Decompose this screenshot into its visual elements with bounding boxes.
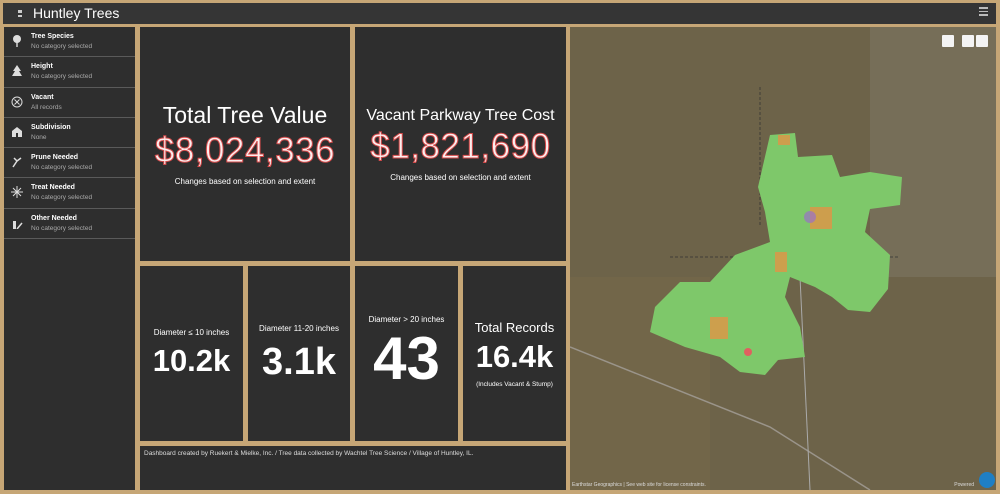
indicator-title: Diameter > 20 inches [368,314,445,324]
indicator-tile: Diameter ≤ 10 inches 10.2k [140,266,243,441]
filter-icon [12,157,22,168]
filter-icon [11,186,23,199]
indicator-tile: Total Records 16.4k (Includes Vacant & S… [463,266,566,441]
logo-icon [18,10,22,17]
indicator-value: 16.4k [475,338,554,374]
filter-title: Subdivision [31,123,71,131]
indicator-subtitle: Changes based on selection and extent [174,177,316,186]
filter-icon [13,35,21,47]
filter-item[interactable]: Other Needed No category selected [4,209,135,240]
filter-title: Prune Needed [31,154,79,162]
indicator-value: $8,024,336 [154,131,336,171]
filter-item[interactable]: Prune Needed No category selected [4,148,135,179]
filter-subtitle: No category selected [31,224,93,232]
filter-icon [13,220,23,229]
filter-title: Treat Needed [31,184,75,192]
filter-subtitle: No category selected [31,73,93,81]
indicator-tile: Total Tree Value $8,024,336 Changes base… [140,27,350,261]
filter-item[interactable]: Treat Needed No category selected [4,178,135,209]
filter-subtitle: No category selected [31,43,93,50]
indicator-title: Diameter ≤ 10 inches [153,328,230,337]
footer-text: Dashboard created by Ruekert & Mielke, I… [144,450,474,457]
indicator-title: Total Records [474,319,555,335]
filter-icon [11,96,23,108]
indicator-title: Diameter 11-20 inches [259,324,339,333]
filter-item[interactable]: Subdivision None [4,118,135,149]
filter-subtitle: No category selected [31,164,93,172]
filter-subtitle: No category selected [31,194,93,202]
filter-item[interactable]: Height No category selected [4,57,135,88]
indicator-value: 43 [373,324,440,392]
filter-icon [12,126,22,137]
map[interactable]: Earthstar Geographics | See web site for… [570,27,996,490]
filter-title: Vacant [31,93,54,101]
indicator-tile: Diameter > 20 inches 43 [355,266,458,441]
filter-panel: Tree Species No category selected Height No… [4,27,135,490]
filter-title: Tree Species [31,33,74,40]
filter-item[interactable]: Tree Species No category selected [4,27,135,58]
map-attribution: Earthstar Geographics | See web site for… [572,482,706,488]
filter-icon [12,65,22,77]
filter-title: Other Needed [31,214,77,222]
filter-item[interactable]: Vacant All records [4,88,135,118]
indicator-value: 10.2k [152,343,231,378]
indicator-tile: Diameter 11-20 inches 3.1k [248,266,350,441]
indicator-subtitle: Changes based on selection and extent [390,172,531,182]
indicator-title: Total Tree Value [162,102,328,128]
indicator-tile: Vacant Parkway Tree Cost $1,821,690 Chan… [355,27,566,261]
menu-button[interactable] [979,7,988,16]
map-imagery [570,27,996,490]
indicator-subtitle: (Includes Vacant & Stump) [476,380,553,388]
map-powered-by: Powered [954,482,974,488]
filter-subtitle: None [31,133,47,141]
indicator-title: Vacant Parkway Tree Cost [366,106,555,124]
indicator-value: 3.1k [262,341,336,383]
filter-subtitle: All records [31,103,62,111]
indicator-value: $1,821,690 [370,126,551,166]
filter-title: Height [31,63,53,71]
dashboard-title: Huntley Trees [33,5,120,21]
footer-panel: Dashboard created by Ruekert & Mielke, I… [140,446,566,490]
header: Huntley Trees [3,3,996,24]
